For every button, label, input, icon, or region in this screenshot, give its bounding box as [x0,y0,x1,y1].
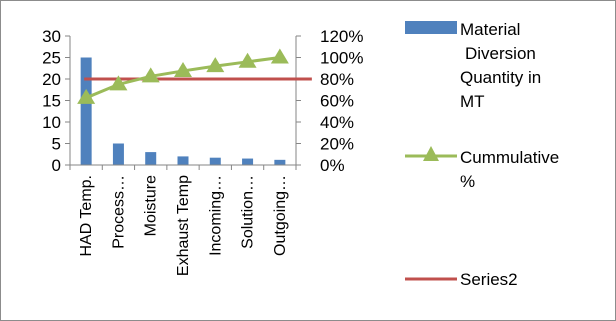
legend-line: Quantity in [460,68,541,87]
line-series [77,48,312,104]
bar [177,156,189,165]
left-tick-label: 10 [42,113,61,132]
bar [209,157,221,165]
legend-label-series2: Series2 [460,270,518,289]
bar [274,159,286,165]
cumulative-marker [238,52,257,68]
legend-label-material-diversion: Material Diversion Quantity in MT [460,20,546,111]
category-label: Outgoing… [272,175,289,256]
left-axis-ticks: 0 5 10 15 20 25 30 [42,27,70,175]
legend: Material Diversion Quantity in MT Cummul… [405,20,564,289]
bar [145,152,157,165]
legend-line: Diversion [465,44,536,63]
bar-series [80,57,286,165]
category-label: Process… [110,175,127,249]
category-label: Exhaust Temp [175,175,192,276]
cumulative-marker [141,67,160,83]
right-axis-ticks: 0% 20% 40% 60% 80% 100% 120% [296,27,363,175]
left-tick-label: 20 [42,70,61,89]
cumulative-marker [109,75,128,91]
plot-area: 0 5 10 15 20 25 30 0% 20% 40% 60% 80% 100% 120% HAD … [42,27,363,276]
legend-line: MT [460,92,485,111]
right-tick-label: 40% [320,113,354,132]
category-labels: HAD Temp. Process… Moisture Exhaust Temp Inc… [78,175,289,276]
category-label: Incoming… [207,175,224,256]
cumulative-marker [77,88,96,104]
bar [112,143,124,165]
right-tick-label: 100% [320,49,363,68]
left-tick-label: 25 [42,49,61,68]
cumulative-marker [270,48,289,64]
cumulative-marker [174,61,192,77]
left-tick-label: 0 [52,156,61,175]
cumulative-marker [206,57,225,73]
category-label: Moisture [143,175,160,236]
right-tick-label: 120% [320,27,363,46]
right-tick-label: 60% [320,92,354,111]
legend-label-cumulative: Cummulative % [460,148,564,191]
right-tick-label: 0% [320,156,345,175]
left-tick-label: 15 [42,92,61,111]
right-tick-label: 20% [320,135,354,154]
bar [80,57,92,165]
legend-line: Cummulative [460,148,559,167]
legend-line: % [460,172,475,191]
category-label: Solution… [240,175,257,249]
category-label: HAD Temp. [78,175,95,257]
left-tick-label: 30 [42,27,61,46]
right-tick-label: 80% [320,70,354,89]
legend-key-material-diversion [405,21,457,34]
bar [242,158,254,165]
x-axis-ticks [69,165,297,170]
left-tick-label: 5 [52,135,61,154]
axes: 0 5 10 15 20 25 30 0% 20% 40% 60% 80% 100% 120% [42,27,363,175]
legend-key-cumulative-marker [423,146,439,161]
legend-line: Material [460,20,520,39]
